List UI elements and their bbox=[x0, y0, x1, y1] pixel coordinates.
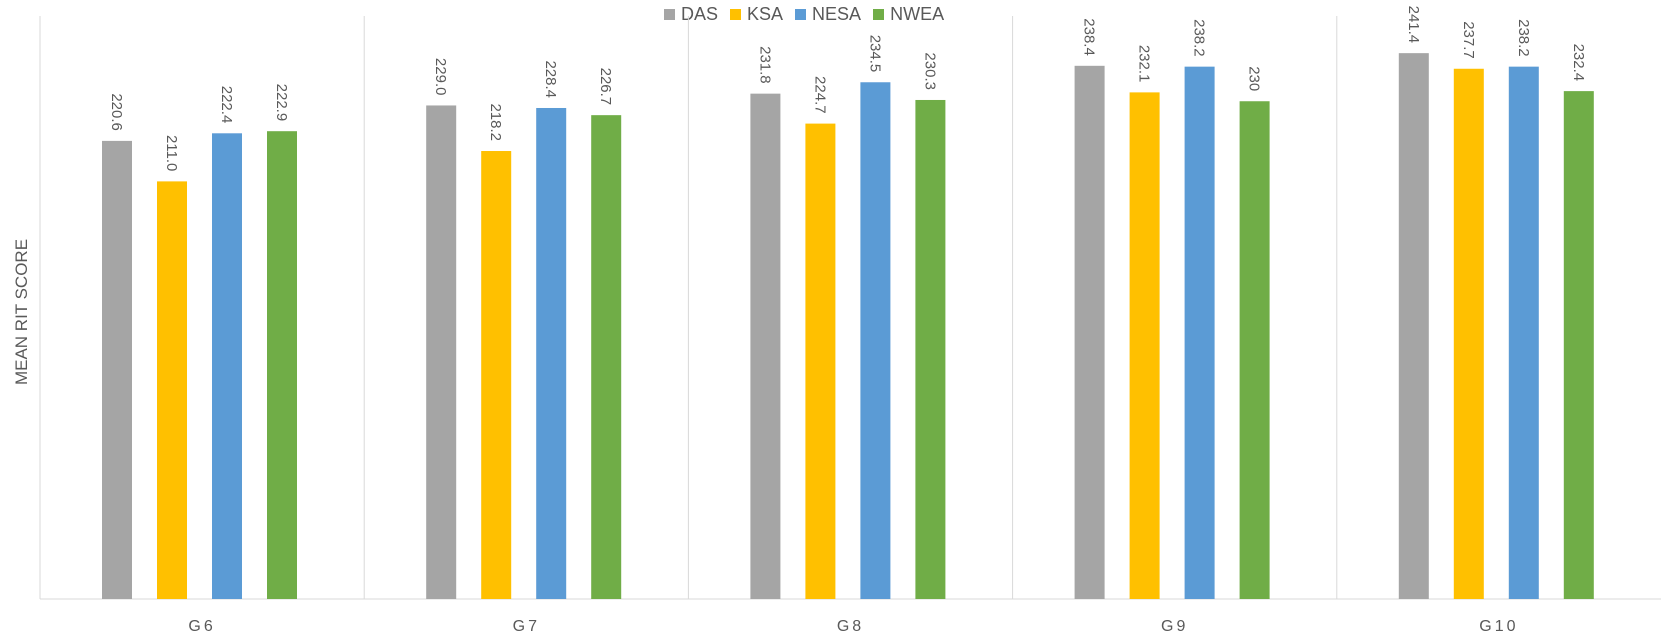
bar-das-g7 bbox=[426, 105, 457, 599]
bar-nwea-g10 bbox=[1563, 91, 1594, 600]
legend-item-ksa: KSA bbox=[730, 4, 783, 25]
bar-nesa-g6 bbox=[212, 133, 242, 599]
legend-label-nwea: NWEA bbox=[890, 4, 945, 24]
data-label-ksa-g6: 211.0 bbox=[163, 135, 180, 171]
bar-das-g10 bbox=[1398, 53, 1429, 600]
data-label-nesa-g7: 228.4 bbox=[542, 60, 559, 98]
data-label-ksa-g9: 232.1 bbox=[1136, 45, 1153, 83]
x-tick-label-g7: G7 bbox=[513, 618, 540, 635]
x-tick-label-g10: G10 bbox=[1479, 618, 1518, 635]
legend-item-das: DAS bbox=[664, 4, 718, 25]
legend-swatch-nesa bbox=[795, 9, 807, 20]
bar-das-g9 bbox=[1074, 65, 1105, 599]
data-label-nwea-g7: 226.7 bbox=[597, 68, 614, 106]
data-label-das-g6: 220.6 bbox=[108, 93, 125, 131]
bar-nesa-g7 bbox=[536, 107, 567, 599]
legend-label-nesa: NESA bbox=[812, 4, 862, 24]
bar-nesa-g9 bbox=[1184, 66, 1215, 599]
bar-nesa-g10 bbox=[1508, 66, 1539, 599]
legend-swatch-ksa bbox=[730, 9, 742, 20]
data-label-das-g10: 241.4 bbox=[1405, 6, 1422, 44]
bar-nwea-g6 bbox=[267, 131, 297, 599]
bar-ksa-g9 bbox=[1129, 92, 1160, 600]
legend-item-nesa: NESA bbox=[795, 4, 861, 25]
legend-label-ksa: KSA bbox=[747, 4, 784, 24]
data-label-das-g8: 231.8 bbox=[756, 46, 773, 84]
legend-label-das: DAS bbox=[681, 4, 719, 24]
bar-nesa-g8 bbox=[860, 82, 891, 600]
bar-nwea-g7 bbox=[591, 115, 622, 600]
bar-nwea-g8 bbox=[915, 99, 946, 600]
legend-swatch-das bbox=[664, 9, 675, 20]
bar-ksa-g6 bbox=[157, 181, 187, 599]
legend-swatch-nwea bbox=[873, 9, 885, 20]
legend-item-nwea: NWEA bbox=[873, 4, 944, 25]
data-label-ksa-g7: 218.2 bbox=[487, 103, 504, 141]
x-tick-label-g6: G6 bbox=[188, 618, 215, 635]
data-label-nwea-g9: 230 bbox=[1246, 66, 1263, 91]
data-label-das-g7: 229.0 bbox=[432, 58, 449, 96]
data-label-ksa-g10: 237.7 bbox=[1460, 21, 1477, 59]
data-label-ksa-g8: 224.7 bbox=[811, 76, 828, 114]
x-tick-label-g8: G8 bbox=[837, 618, 864, 635]
data-label-nwea-g6: 222.9 bbox=[273, 84, 290, 122]
data-label-nesa-g6: 222.4 bbox=[218, 86, 235, 124]
bar-ksa-g7 bbox=[481, 151, 512, 599]
bar-das-g8 bbox=[750, 93, 781, 599]
data-label-nesa-g10: 238.2 bbox=[1515, 19, 1532, 57]
data-label-das-g9: 238.4 bbox=[1081, 18, 1098, 56]
x-tick-label-g9: G9 bbox=[1161, 618, 1188, 635]
legend: DAS KSA NESA NWEA bbox=[664, 4, 956, 25]
bar-das-g6 bbox=[102, 140, 132, 600]
data-label-nwea-g8: 230.3 bbox=[921, 52, 938, 90]
bar-ksa-g10 bbox=[1453, 68, 1484, 600]
data-label-nesa-g9: 238.2 bbox=[1191, 19, 1208, 57]
data-label-nesa-g8: 234.5 bbox=[866, 35, 883, 73]
bar-ksa-g8 bbox=[805, 123, 836, 599]
data-label-nwea-g10: 232.4 bbox=[1570, 44, 1587, 82]
bar-nwea-g9 bbox=[1239, 101, 1270, 599]
